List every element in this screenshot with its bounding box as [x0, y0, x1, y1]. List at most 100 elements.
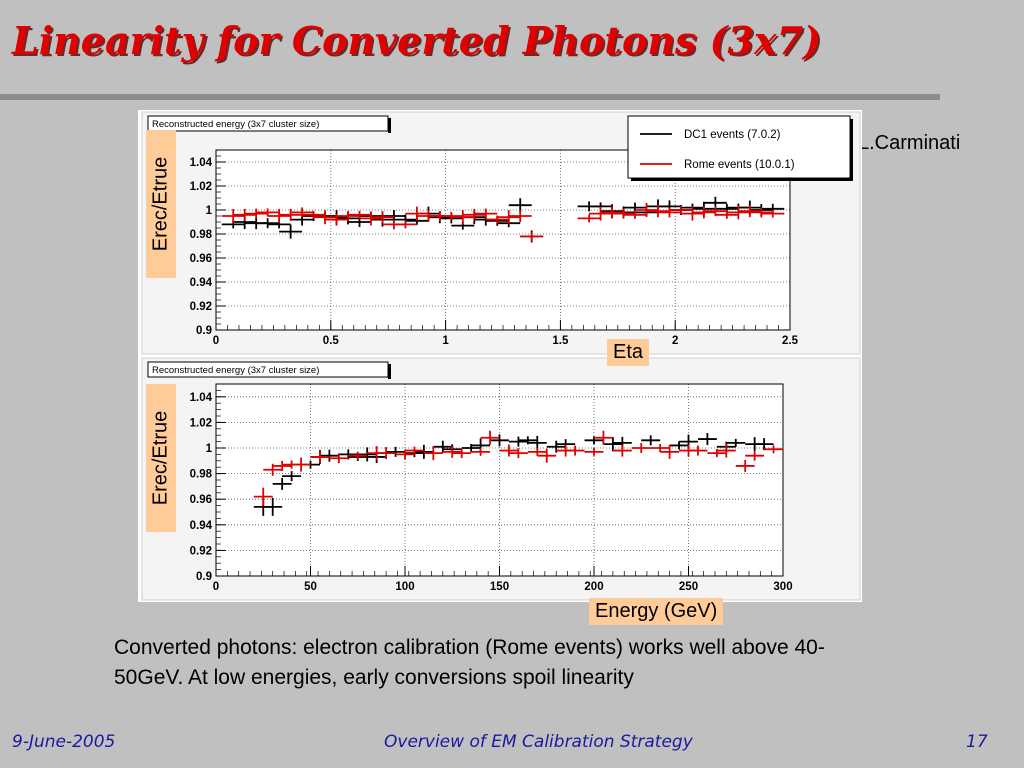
panel2-ytick-label: 0.92 — [190, 545, 212, 557]
panel2-ytick-label: 1.04 — [190, 392, 213, 404]
panel2-title-shadow — [388, 364, 391, 379]
panel2-dc1-point — [272, 477, 292, 490]
panel1-xtick-label: 2.5 — [782, 335, 799, 347]
panel1-title: Reconstructed energy (3x7 cluster size) — [152, 119, 319, 130]
panel2-xtick-label: 100 — [395, 581, 414, 593]
panel2-xtick-label: 150 — [490, 581, 509, 593]
panel1-rome-point — [474, 208, 498, 219]
panel1-rome-point — [267, 209, 291, 223]
panel2-dc1-point — [603, 437, 623, 452]
panel1-legend — [627, 115, 851, 179]
energy-plot-ylabel: Erec/Etrue — [146, 384, 176, 532]
panel2-ytick-label: 0.94 — [190, 520, 213, 532]
panel1-ytick-label: 1.04 — [190, 157, 213, 169]
panel2-xtick-label: 300 — [773, 581, 792, 593]
panel2-dc1-point — [518, 436, 538, 445]
panel2-rome-point — [442, 445, 462, 458]
panel1-rome-point — [325, 213, 349, 226]
panel1-axes-box — [215, 149, 791, 331]
panel2-axes-box — [215, 383, 784, 577]
panel2-dc1-point — [697, 433, 717, 446]
panel1-ytick-label: 0.94 — [190, 277, 213, 289]
panel2-dc1-point — [669, 441, 689, 450]
panel2-dc1-point — [754, 438, 774, 451]
panel2-rome-point — [650, 444, 670, 452]
panel1-rome-point — [657, 207, 681, 218]
panel1-rome-point — [738, 205, 762, 218]
panel2-rome-point — [348, 451, 368, 460]
panel1-dc1-point — [256, 218, 280, 229]
panel1-rome-point — [313, 210, 337, 225]
footer-talk-title: Overview of EM Calibration Strategy — [384, 732, 693, 752]
panel2-rome-point — [631, 443, 651, 453]
panel2-ytick-label: 0.98 — [190, 469, 213, 481]
panel1-rome-point — [439, 212, 463, 220]
panel1-rome-point — [635, 203, 658, 217]
panel1-rome-point — [726, 205, 750, 220]
plot-area: Reconstructed energy (3x7 cluster size) 0… — [138, 110, 862, 602]
panel2-rome-point — [329, 453, 349, 464]
panel1-rome-point — [692, 206, 716, 219]
eta-plot-xlabel: Eta — [607, 339, 650, 366]
footer-date: 9-June-2005 — [12, 732, 116, 752]
panel2-rome-point — [405, 446, 424, 455]
panel2-rome-point — [452, 448, 472, 459]
panel2-rome-point — [716, 443, 736, 458]
chart-svg: Reconstructed energy (3x7 cluster size) 0… — [141, 111, 861, 601]
panel1-rome-point — [462, 208, 486, 221]
panel1-rome-point — [256, 208, 280, 217]
panel2-rome-point — [376, 447, 396, 460]
panel2-rome-point — [310, 450, 330, 463]
panel1-rome-point — [577, 214, 601, 223]
panel2-rome-point — [594, 430, 613, 445]
panel2-rome-point — [471, 447, 491, 456]
caption-text: Converted photons: electron calibration … — [114, 636, 825, 689]
panel1-ytick-label: 0.9 — [196, 325, 212, 337]
panel2-rome-point — [508, 448, 528, 459]
panel2-rome-point — [565, 445, 585, 456]
panel2-rome-point — [688, 445, 708, 456]
panel1-rome-point — [589, 206, 613, 221]
panel2-dc1-point — [641, 435, 661, 446]
eta-plot-ylabel: Erec/Etrue — [146, 130, 176, 278]
panel1-rome-point — [600, 206, 624, 219]
panel2-rome-point — [660, 444, 680, 459]
panel2-dc1-point — [263, 497, 283, 516]
panel1-rome-point — [244, 208, 268, 219]
panel1-rome-point — [279, 208, 303, 221]
panel2-ytick-label: 1 — [206, 443, 213, 455]
panel1-ytick-label: 0.98 — [190, 229, 213, 241]
panel1-ytick-label: 0.96 — [190, 253, 212, 265]
panel1-legend-label: DC1 events (7.0.2) — [684, 129, 781, 141]
footer-page-number: 17 — [966, 732, 988, 752]
panel2-dc1-point — [357, 447, 377, 462]
panel2-xtick-label: 0 — [213, 581, 219, 593]
panel2-xtick-label: 200 — [584, 581, 603, 593]
slide-title: Linearity for Converted Photons (3x7) — [12, 18, 822, 63]
panel2-ytick-label: 0.96 — [190, 494, 212, 506]
panel2-dc1-point — [282, 471, 302, 482]
panel1-xtick-label: 1 — [442, 335, 449, 347]
panel2-dc1-point — [319, 449, 339, 462]
panel1-ytick-label: 1.02 — [190, 181, 212, 193]
panel1-xtick-label: 0.5 — [323, 335, 340, 347]
panel1-rome-point — [370, 211, 394, 224]
panel2-ytick-label: 0.9 — [196, 571, 212, 583]
panel1-rome-point — [221, 209, 245, 223]
panel1-rome-point — [393, 220, 417, 229]
panel2-xtick-label: 50 — [304, 581, 317, 593]
panel1-rome-point — [669, 206, 693, 214]
panel1-ytick-label: 1 — [206, 205, 213, 217]
panel1-rome-point — [623, 210, 647, 219]
panel1-rome-point — [508, 210, 532, 222]
panel1-rome-point — [761, 209, 785, 218]
panel2-title: Reconstructed energy (3x7 cluster size) — [152, 365, 319, 376]
panel1-rome-point — [233, 208, 257, 221]
panel1-rome-point — [405, 206, 429, 221]
panel1-rome-point — [290, 207, 314, 218]
panel1-rome-point — [680, 206, 704, 221]
panel2-xtick-label: 250 — [679, 581, 698, 593]
panel2-dc1-point — [490, 434, 509, 447]
energy-plot-xlabel: Energy (GeV) — [589, 598, 724, 625]
panel2-rome-point — [253, 487, 273, 506]
